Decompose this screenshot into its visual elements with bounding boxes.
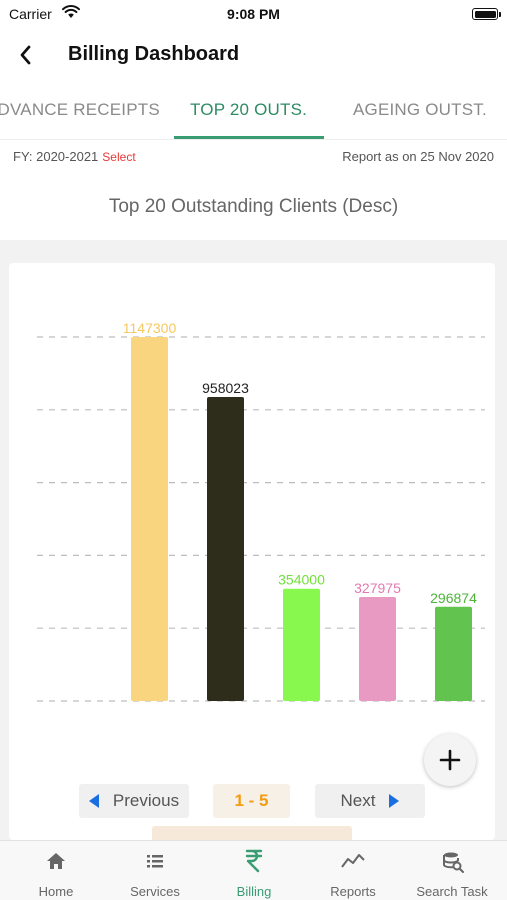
status-time: 9:08 PM (227, 6, 280, 22)
tab-services[interactable]: Services (105, 841, 205, 900)
bottom-tab-bar: Home Services Billing Reports Search Tas… (0, 840, 507, 900)
wifi-icon (62, 5, 80, 18)
fy-select-link[interactable]: Select (102, 150, 136, 164)
next-button[interactable]: Next (315, 784, 425, 818)
page-range: 1 - 5 (213, 784, 290, 818)
report-date: Report as on 25 Nov 2020 (342, 149, 494, 164)
top-tabs: ADVANCE RECEIPTS TOP 20 OUTS. AGEING OUT… (0, 86, 507, 140)
page-title: Billing Dashboard (68, 43, 240, 65)
tab-home[interactable]: Home (6, 841, 106, 900)
plus-icon (439, 749, 461, 771)
rupee-icon (245, 849, 263, 873)
fy-label-group: FY: 2020-2021 Select (13, 149, 136, 164)
chart-value-label-3: 327975 (354, 580, 401, 596)
tab-home-label: Home (38, 884, 74, 899)
battery-icon (472, 8, 498, 20)
chart-bar-0[interactable] (131, 337, 168, 701)
add-button[interactable] (424, 734, 476, 786)
tab-ageing-outstanding[interactable]: AGEING OUTST. (353, 100, 487, 119)
database-search-icon (443, 852, 464, 873)
list-icon (147, 855, 163, 868)
chart-bar-4[interactable] (435, 606, 472, 701)
back-arrow-icon[interactable] (14, 42, 40, 68)
tab-advance-receipts[interactable]: ADVANCE RECEIPTS (0, 100, 160, 119)
status-bar: Carrier 9:08 PM (0, 0, 507, 28)
tab-reports-label: Reports (330, 884, 376, 899)
tab-top-20-outstanding[interactable]: TOP 20 OUTS. (190, 100, 308, 119)
carrier-label: Carrier (9, 6, 52, 22)
bar-chart: 1147300 958023 354000 327975 296874 (37, 320, 485, 702)
arrow-right-icon (389, 794, 400, 808)
chart-bar-3[interactable] (359, 596, 396, 701)
chart-bar-2[interactable] (283, 588, 320, 701)
fy-label: FY: 2020-2021 (13, 149, 99, 164)
next-label: Next (340, 791, 376, 810)
chart-value-label-0: 1147300 (123, 320, 177, 336)
total-strip (152, 826, 352, 840)
chart-card: 1147300 958023 354000 327975 296874 (9, 263, 495, 840)
chart-bar-1[interactable] (207, 397, 244, 701)
tab-billing[interactable]: Billing (204, 841, 304, 900)
chart-value-label-2: 354000 (278, 572, 325, 588)
arrow-left-icon (88, 794, 99, 808)
chart-value-label-4: 296874 (430, 590, 477, 606)
previous-button[interactable]: Previous (79, 784, 189, 818)
previous-label: Previous (112, 791, 180, 810)
tab-search-task-label: Search Task (416, 884, 488, 899)
battery-cap (499, 12, 501, 17)
trend-icon (341, 854, 365, 868)
home-icon (47, 853, 65, 869)
fy-row: FY: 2020-2021 Select Report as on 25 Nov … (0, 148, 507, 168)
nav-bar: Billing Dashboard (0, 30, 507, 80)
tab-services-label: Services (130, 884, 180, 899)
tab-reports[interactable]: Reports (303, 841, 403, 900)
active-tab-indicator (174, 136, 324, 139)
chart-value-label-1: 958023 (202, 380, 249, 396)
tab-search-task[interactable]: Search Task (402, 841, 502, 900)
tab-billing-label: Billing (236, 884, 272, 899)
section-title: Top 20 Outstanding Clients (Desc) (108, 196, 399, 217)
